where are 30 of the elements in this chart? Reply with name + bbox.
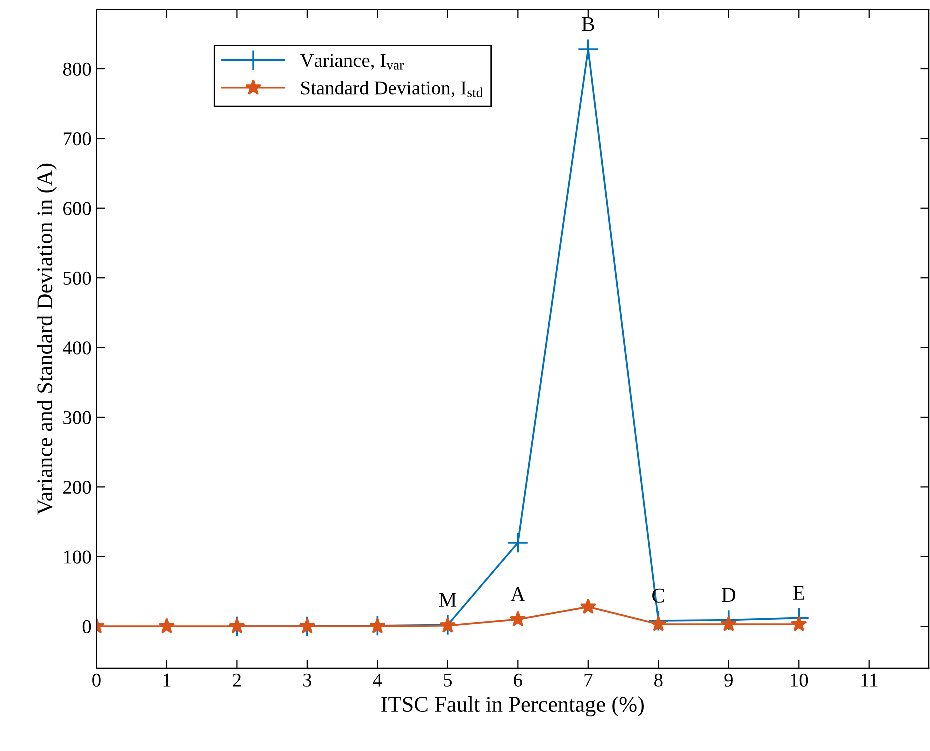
y-tick-label: 0 <box>82 620 92 634</box>
x-tick-label: 9 <box>724 674 733 687</box>
x-tick-label: 3 <box>304 674 312 687</box>
y-tick-label: 600 <box>64 202 92 216</box>
x-tick-label: 7 <box>584 674 593 687</box>
x-axis-title: ITSC Fault in Percentage (%) <box>382 696 644 717</box>
annotation: D <box>722 588 736 602</box>
y-axis-title: Variance and Standard Deviation in (A) <box>36 164 58 515</box>
y-tick-label: 100 <box>64 550 92 564</box>
x-tick-label: 5 <box>444 674 452 687</box>
legend-label: Variance, I$_{var}$ <box>300 54 404 70</box>
annotation: M <box>439 593 457 607</box>
annotation: B <box>582 18 594 32</box>
x-tick-label: 0 <box>92 674 101 687</box>
legend-label: Standard Deviation, I$_{std}$ <box>302 81 483 98</box>
x-tick-label: 8 <box>654 674 663 687</box>
x-tick-label: 6 <box>514 674 522 687</box>
x-tick-label: 4 <box>373 674 382 687</box>
x-tick-label: 2 <box>233 674 241 687</box>
y-tick-label: 800 <box>63 62 92 76</box>
annotation: E <box>793 586 804 600</box>
x-tick-label: 11 <box>862 674 878 687</box>
annotation: A <box>510 588 526 602</box>
y-tick-label: 400 <box>63 342 92 355</box>
x-tick-label: 10 <box>791 674 808 687</box>
y-tick-label: 500 <box>64 272 92 286</box>
y-tick-label: 700 <box>64 132 92 146</box>
x-tick-label: 1 <box>164 674 171 687</box>
y-tick-label: 300 <box>64 411 92 424</box>
y-tick-label: 200 <box>64 480 92 494</box>
